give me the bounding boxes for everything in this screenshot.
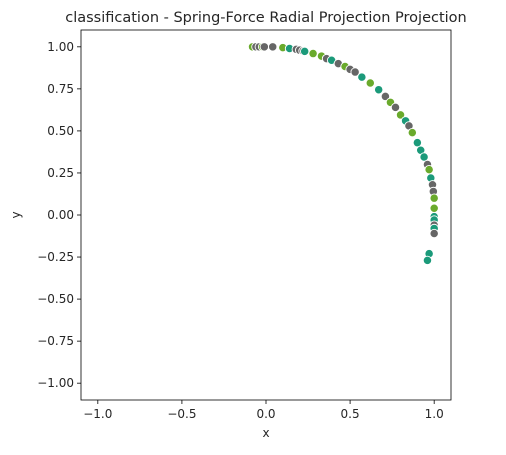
x-tick-label: 1.0 (425, 407, 444, 421)
chart-title: classification - Spring-Force Radial Pro… (65, 10, 467, 26)
plot-frame (80, 29, 452, 401)
scatter-point (300, 46, 310, 57)
y-tick-label: 0.00 (47, 208, 74, 222)
scatter-point (390, 102, 401, 113)
y-tick-label: −0.50 (37, 292, 74, 306)
y-tick-label: −0.25 (37, 250, 74, 264)
scatter-point (395, 110, 406, 120)
y-tick-label: −1.00 (37, 376, 74, 390)
scatter-point (422, 255, 433, 266)
x-tick-label: −0.5 (167, 407, 196, 421)
scatter-points (247, 42, 439, 266)
x-tick-label: 0.0 (256, 407, 275, 421)
scatter-point (429, 203, 439, 213)
scatter-point (308, 48, 318, 59)
scatter-point (429, 193, 439, 203)
scatter-point (259, 42, 269, 52)
y-tick-label: 0.50 (47, 124, 74, 138)
y-axis-label: y (9, 211, 23, 218)
axis-ticks: −1.0 −0.5 0.0 0.5 1.0 1.00 0.75 0.50 0.25 0.00 −0.… (37, 40, 444, 421)
scatter-point (357, 72, 367, 82)
x-axis-label: x (262, 426, 269, 440)
scatter-point (268, 42, 278, 52)
y-tick-label: 1.00 (47, 40, 74, 54)
scatter-point (380, 91, 391, 102)
scatter-point (374, 85, 384, 95)
x-tick-label: 0.5 (341, 407, 360, 421)
y-tick-label: −0.75 (37, 334, 74, 348)
scatter-point (350, 67, 360, 77)
y-tick-label: 0.25 (47, 166, 74, 180)
scatter-point (424, 164, 434, 175)
scatter-point (419, 152, 429, 162)
scatter-point (429, 228, 439, 239)
scatter-point (365, 78, 375, 88)
scatter-point (412, 138, 423, 148)
y-tick-label: 0.75 (47, 82, 74, 96)
x-tick-label: −1.0 (83, 407, 112, 421)
scatter-point (407, 127, 417, 138)
